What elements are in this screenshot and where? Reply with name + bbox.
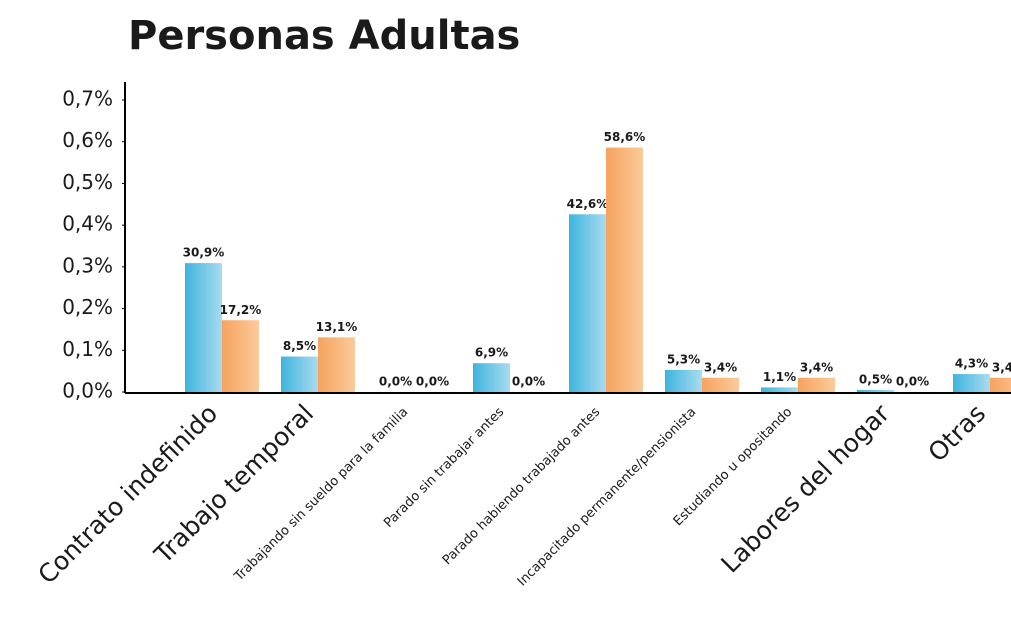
bar	[281, 356, 318, 392]
x-tick-label: Parado habiendo trabajado antes	[440, 405, 604, 569]
data-label: 0,0%	[379, 375, 412, 389]
y-tick-label: 0,0%	[62, 379, 113, 403]
x-tick-label: Trabajando sin sueldo para la familia	[231, 405, 411, 585]
data-label: 3,4%	[992, 360, 1011, 374]
data-label: 4,3%	[955, 357, 988, 371]
x-tick-label: Labores del hogar	[715, 398, 895, 578]
bar	[222, 320, 259, 392]
data-label: 3,4%	[800, 360, 833, 374]
data-label: 30,9%	[183, 246, 225, 260]
data-label: 1,1%	[763, 370, 796, 384]
bar	[185, 263, 222, 392]
bar	[569, 214, 606, 392]
y-tick-label: 0,4%	[62, 212, 113, 236]
data-label: 0,0%	[512, 375, 545, 389]
bar	[318, 337, 355, 392]
y-tick-label: 0,5%	[62, 170, 113, 194]
bar	[606, 147, 643, 392]
x-tick-label: Otras	[923, 399, 992, 468]
data-label: 0,0%	[416, 375, 449, 389]
bar	[798, 377, 835, 392]
bar	[665, 369, 702, 392]
y-tick-label: 0,7%	[62, 87, 113, 111]
y-tick-label: 0,1%	[62, 337, 113, 361]
bar	[473, 363, 510, 392]
x-tick-label: Incapacitado permanente/pensionista	[515, 405, 700, 590]
y-tick-label: 0,6%	[62, 128, 113, 152]
x-tick-label: Contrato indefinido	[32, 399, 223, 590]
bar	[990, 377, 1011, 392]
y-tick-label: 0,3%	[62, 253, 113, 277]
data-label: 3,4%	[704, 360, 737, 374]
data-label: 13,1%	[316, 320, 358, 334]
data-label: 8,5%	[283, 339, 316, 353]
bar	[857, 389, 894, 392]
data-label: 0,5%	[859, 372, 892, 386]
data-label: 42,6%	[567, 197, 609, 211]
bar	[761, 387, 798, 392]
bar	[702, 377, 739, 392]
bar	[953, 374, 990, 392]
data-label: 0,0%	[896, 375, 929, 389]
chart-title: Personas Adultas	[128, 13, 520, 59]
x-tick-label: Trabajo temporal	[148, 399, 319, 570]
y-tick-label: 0,2%	[62, 295, 113, 319]
data-label: 5,3%	[667, 352, 700, 366]
data-label: 17,2%	[220, 303, 262, 317]
data-label: 6,9%	[475, 346, 508, 360]
data-label: 58,6%	[604, 130, 646, 144]
